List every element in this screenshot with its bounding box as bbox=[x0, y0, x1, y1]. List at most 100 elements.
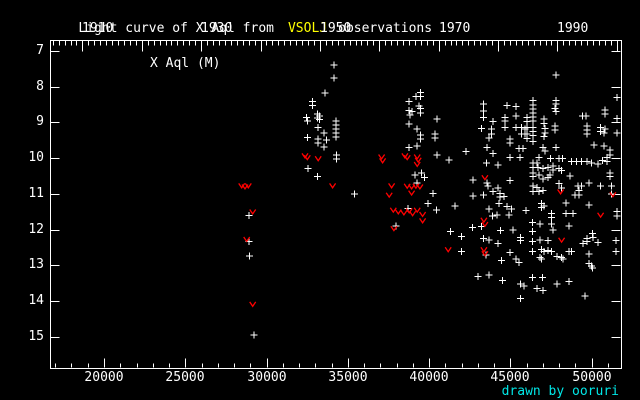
upper-limit-point bbox=[481, 174, 489, 181]
data-point bbox=[528, 247, 537, 256]
data-point bbox=[589, 140, 598, 149]
data-point bbox=[528, 227, 537, 236]
data-point bbox=[581, 112, 590, 120]
data-point bbox=[461, 147, 470, 156]
data-point bbox=[613, 128, 622, 137]
data-point bbox=[313, 113, 322, 122]
upper-limit-point bbox=[556, 188, 565, 195]
upper-limit-point bbox=[408, 210, 417, 217]
data-point bbox=[519, 281, 528, 290]
data-point bbox=[540, 147, 549, 155]
data-point bbox=[559, 255, 568, 264]
data-point bbox=[250, 331, 259, 340]
data-point bbox=[489, 187, 498, 196]
data-point bbox=[416, 92, 425, 101]
chart-title: Light curve of X Aql from VSOLJ observatio… bbox=[47, 6, 432, 51]
data-point bbox=[474, 272, 483, 281]
data-point bbox=[500, 117, 509, 125]
data-point bbox=[561, 198, 570, 207]
data-point bbox=[511, 102, 520, 111]
upper-limit-point bbox=[480, 217, 488, 223]
upper-limit-point bbox=[405, 207, 413, 214]
data-point bbox=[539, 164, 548, 173]
data-point bbox=[579, 239, 588, 248]
data-point bbox=[528, 237, 537, 246]
data-point bbox=[304, 164, 313, 173]
upper-limit-point bbox=[328, 182, 337, 189]
data-point bbox=[483, 143, 492, 152]
data-point bbox=[569, 209, 578, 218]
data-point bbox=[433, 114, 442, 123]
data-point bbox=[245, 251, 254, 260]
data-point bbox=[457, 247, 466, 256]
data-point bbox=[429, 189, 438, 198]
jd-tick-label: 40000 bbox=[409, 370, 449, 385]
jd-tick-label: 30000 bbox=[247, 370, 287, 385]
data-point bbox=[416, 134, 425, 143]
data-point bbox=[404, 143, 413, 152]
data-point bbox=[515, 258, 524, 267]
upper-limit-point bbox=[314, 155, 322, 162]
data-point bbox=[535, 220, 544, 229]
data-point bbox=[583, 130, 592, 139]
upper-limit-point bbox=[444, 246, 452, 253]
data-point bbox=[488, 212, 497, 220]
data-point bbox=[533, 284, 542, 293]
jd-tick-label: 50000 bbox=[572, 370, 612, 385]
data-point bbox=[303, 117, 312, 125]
data-point bbox=[546, 154, 555, 163]
data-point bbox=[589, 233, 598, 242]
upper-limit-point bbox=[378, 157, 387, 164]
data-point bbox=[469, 175, 478, 184]
data-point bbox=[331, 133, 340, 142]
data-point bbox=[485, 270, 494, 279]
data-point bbox=[585, 178, 594, 187]
data-point bbox=[565, 172, 574, 180]
jd-tick-label: 20000 bbox=[84, 370, 124, 385]
year-tick-label: 1910 bbox=[82, 21, 114, 36]
data-point bbox=[516, 280, 525, 289]
upper-limit-point bbox=[416, 183, 424, 190]
plot-border bbox=[50, 40, 622, 369]
data-point bbox=[580, 291, 589, 300]
data-point bbox=[319, 129, 328, 138]
data-point bbox=[314, 123, 323, 132]
data-point bbox=[561, 209, 570, 218]
upper-limit-point bbox=[249, 208, 257, 215]
magnitude-tick-label: 14 bbox=[28, 293, 44, 308]
data-point bbox=[494, 183, 503, 192]
data-point bbox=[479, 113, 488, 122]
data-point bbox=[550, 125, 559, 134]
data-point bbox=[547, 220, 556, 229]
data-point bbox=[565, 221, 574, 230]
chart-title-vsolj: VSOLJ bbox=[287, 21, 328, 36]
star-name-label: X Aql (M) bbox=[150, 56, 221, 71]
data-point bbox=[585, 200, 594, 209]
data-point bbox=[551, 100, 560, 109]
data-point bbox=[493, 210, 502, 219]
data-point bbox=[482, 158, 491, 167]
data-point bbox=[585, 250, 594, 259]
magnitude-tick-label: 9 bbox=[36, 114, 44, 129]
data-point bbox=[404, 119, 413, 128]
data-point bbox=[537, 255, 546, 264]
data-point bbox=[558, 154, 567, 163]
chart-title-part1: Light curve of X Aql from bbox=[78, 21, 274, 36]
data-point bbox=[611, 236, 620, 245]
data-point bbox=[509, 225, 518, 234]
upper-limit-point bbox=[481, 221, 489, 228]
data-point bbox=[539, 132, 548, 141]
data-point bbox=[557, 253, 566, 262]
data-point bbox=[565, 277, 574, 286]
data-point bbox=[489, 117, 498, 126]
data-point bbox=[594, 238, 603, 247]
data-point bbox=[477, 124, 486, 133]
data-point bbox=[540, 128, 549, 137]
data-point bbox=[587, 158, 596, 167]
data-point bbox=[413, 142, 422, 150]
data-point bbox=[574, 190, 583, 199]
upper-limit-point bbox=[385, 192, 393, 198]
data-point bbox=[450, 202, 459, 210]
data-point bbox=[535, 253, 544, 262]
data-point bbox=[603, 157, 612, 166]
